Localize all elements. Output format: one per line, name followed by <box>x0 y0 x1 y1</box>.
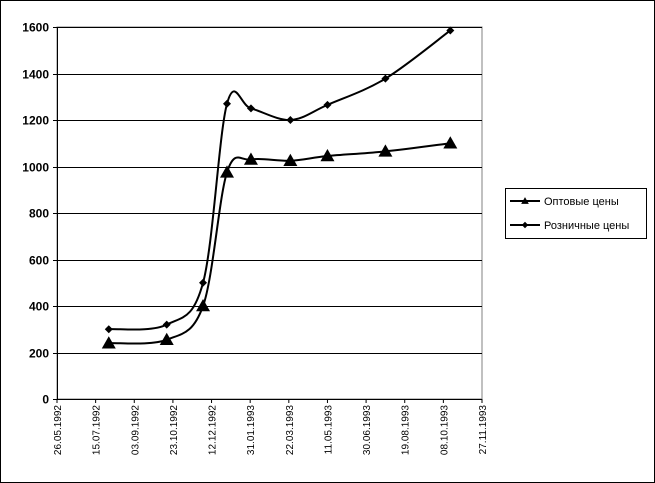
x-tick-label: 19.08.1993 <box>401 405 412 455</box>
y-tick-label: 400 <box>29 300 49 314</box>
y-axis-ticks: 0 200 400 600 800 1000 1200 1400 1600 <box>22 21 57 407</box>
legend: Оптовые цены Розничные цены <box>505 188 647 239</box>
legend-box <box>505 188 647 239</box>
gridlines <box>56 26 483 400</box>
y-tick-label: 1200 <box>22 114 49 128</box>
data-point <box>162 320 171 329</box>
x-tick-label: 30.06.1993 <box>362 405 373 455</box>
data-point <box>223 99 231 108</box>
y-tick-label: 600 <box>29 254 49 268</box>
data-point <box>323 100 332 109</box>
data-point <box>199 278 208 287</box>
x-tick-label: 12.12.1992 <box>208 405 219 455</box>
x-tick-label: 26.05.1992 <box>53 405 64 455</box>
y-tick-label: 1600 <box>22 21 49 35</box>
x-tick-label: 31.01.1993 <box>246 405 257 455</box>
data-point <box>320 149 335 162</box>
legend-marker <box>521 197 529 204</box>
data-point <box>286 116 295 124</box>
data-point <box>378 144 393 157</box>
legend-label: Розничные цены <box>544 220 629 232</box>
data-point <box>246 104 255 113</box>
y-tick-label: 800 <box>29 207 49 221</box>
x-tick-label: 27.11.1993 <box>478 405 489 455</box>
data-point <box>101 336 116 349</box>
x-tick-label: 15.07.1992 <box>92 405 103 455</box>
data-point <box>283 153 298 166</box>
x-axis-ticks: 26.05.1992 15.07.1992 03.09.1992 23.10.1992… <box>53 399 489 455</box>
data-point <box>104 325 113 334</box>
series-1 <box>101 136 458 349</box>
x-tick-label: 08.10.1993 <box>439 405 450 455</box>
data-point <box>446 26 455 35</box>
series-layer <box>101 26 458 349</box>
y-tick-label: 1000 <box>22 161 49 175</box>
y-tick-label: 0 <box>42 393 49 407</box>
data-point <box>220 165 234 178</box>
x-tick-label: 23.10.1992 <box>169 405 180 455</box>
data-point <box>381 74 390 83</box>
data-point <box>243 152 258 165</box>
data-point <box>159 332 174 345</box>
data-point <box>196 299 211 312</box>
x-tick-label: 22.03.1993 <box>285 405 296 455</box>
y-tick-label: 200 <box>29 347 49 361</box>
data-point <box>443 136 458 149</box>
x-tick-label: 03.09.1992 <box>130 405 141 455</box>
series-2 <box>104 26 455 334</box>
x-tick-label: 11.05.1993 <box>323 405 334 455</box>
y-tick-label: 1400 <box>22 68 49 82</box>
series-line <box>108 29 451 331</box>
legend-marker <box>521 221 529 229</box>
legend-label: Оптовые цены <box>544 196 619 208</box>
